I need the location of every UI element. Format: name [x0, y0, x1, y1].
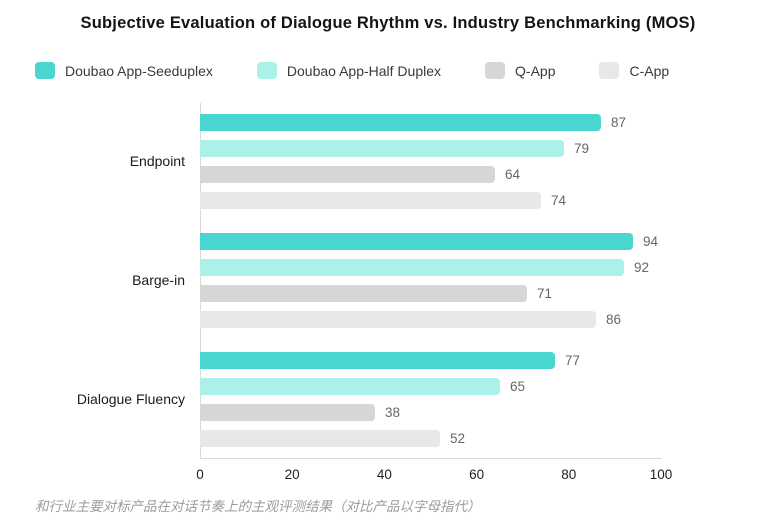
legend-swatch-icon: [256, 62, 277, 79]
x-axis-tick-label: 40: [376, 467, 392, 482]
category-label: Dialogue Fluency: [76, 391, 185, 407]
legend-swatch-icon: [599, 62, 620, 79]
legend-item: C-App: [599, 62, 669, 79]
bar-value-label: 52: [450, 431, 466, 446]
legend-label: Doubao App-Seeduplex: [65, 62, 213, 79]
chart-title: Subjective Evaluation of Dialogue Rhythm…: [80, 14, 696, 32]
legend-item: Q-App: [485, 62, 555, 79]
bar-value-label: 74: [551, 193, 567, 208]
category-label: Endpoint: [129, 153, 185, 169]
bar: [200, 259, 624, 276]
bar: [200, 311, 596, 328]
bar: [200, 192, 541, 209]
bar: [200, 166, 495, 183]
legend-swatch-icon: [35, 62, 55, 79]
bar: [200, 285, 527, 302]
y-axis-line: [200, 103, 201, 459]
x-axis-line: [200, 458, 662, 459]
x-axis-tick-label: 0: [196, 467, 204, 482]
x-axis-tick-label: 80: [561, 467, 577, 482]
legend-label: Doubao App-Half Duplex: [286, 62, 442, 79]
legend-label: C-App: [629, 62, 670, 79]
footer-caption: 和行业主要对标产品在对话节奏上的主观评测结果（对比产品以字母指代）: [35, 499, 481, 514]
x-axis-tick-label: 60: [469, 467, 485, 482]
bar: [200, 404, 375, 421]
x-axis-tick-label: 20: [284, 467, 300, 482]
bar-value-label: 77: [565, 353, 581, 368]
bar: [200, 233, 633, 250]
legend-swatch-icon: [485, 62, 506, 79]
legend-label: Q-App: [515, 62, 556, 79]
bar: [200, 114, 601, 131]
x-axis-tick-label: 100: [649, 467, 673, 482]
bar-value-label: 87: [611, 115, 627, 130]
bar-value-label: 86: [606, 312, 622, 327]
bar: [200, 140, 564, 157]
bar-value-label: 65: [510, 379, 526, 394]
bar-value-label: 71: [537, 286, 553, 301]
legend-item: Doubao App-Half Duplex: [256, 62, 442, 79]
bar-value-label: 94: [643, 234, 659, 249]
bar-value-label: 64: [505, 167, 521, 182]
bar: [200, 352, 555, 369]
legend-item: Doubao App-Seeduplex: [35, 62, 213, 79]
bar-value-label: 79: [574, 141, 590, 156]
legend: Doubao App-Seeduplex Doubao App-Half Dupl…: [35, 62, 669, 79]
category-label: Barge-in: [132, 272, 185, 288]
bar: [200, 430, 440, 447]
bar-value-label: 38: [385, 405, 401, 420]
bar-value-label: 92: [634, 260, 650, 275]
bar: [200, 378, 500, 395]
